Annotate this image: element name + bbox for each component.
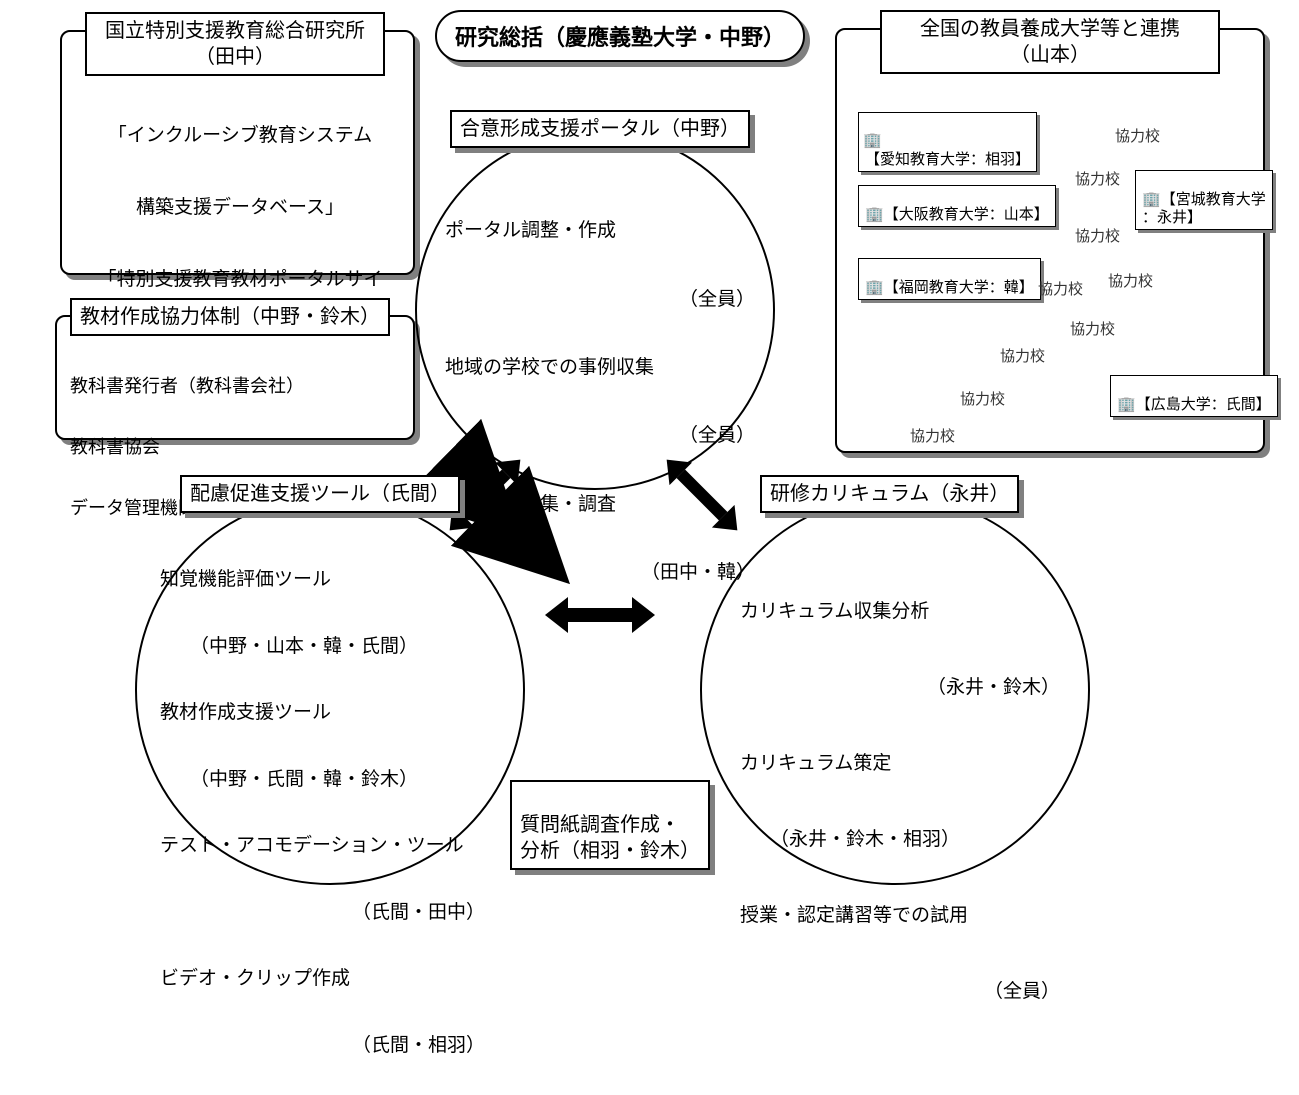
uni-tag-hiroshima: 🏢【広島大学：氏間】 <box>1110 375 1278 417</box>
school-label: 協力校 <box>1115 125 1160 146</box>
school-label: 協力校 <box>1038 278 1083 299</box>
curriculum-title: 研修カリキュラム（永井） <box>760 475 1019 513</box>
school-label: 協力校 <box>1075 168 1120 189</box>
nise-title: 国立特別支援教育総合研究所 （田中） <box>85 12 385 76</box>
school-label: 協力校 <box>960 388 1005 409</box>
school-label: 協力校 <box>1070 318 1115 339</box>
uni-tag-fukuoka: 🏢【福岡教育大学：韓】 <box>858 258 1041 300</box>
research-director-text: 研究総括（慶應義塾大学・中野） <box>455 25 785 50</box>
uni-tag-miyagi: 🏢【宮城教育大学 ：永井】 <box>1135 170 1273 230</box>
tools-body: 知覚機能評価ツール （中野・山本・韓・氏間） 教材作成支援ツール （中野・氏間・… <box>160 530 505 1095</box>
school-label: 協力校 <box>910 425 955 446</box>
materials-title: 教材作成協力体制（中野・鈴木） <box>70 298 390 336</box>
tools-title: 配慮促進支援ツール（氏間） <box>180 475 460 513</box>
uni-tag-osaka: 🏢【大阪教育大学：山本】 <box>858 185 1056 227</box>
uni-tag-aichi: 🏢 【愛知教育大学：相羽】 <box>858 112 1037 172</box>
collab-title: 全国の教員養成大学等と連携 （山本） <box>880 10 1220 74</box>
school-label: 協力校 <box>1000 345 1045 366</box>
portal-title: 合意形成支援ポータル（中野） <box>450 110 750 148</box>
school-label: 協力校 <box>1075 225 1120 246</box>
survey-box: 質問紙調査作成・ 分析（相羽・鈴木） <box>510 780 710 870</box>
curriculum-body: カリキュラム収集分析 （永井・鈴木） カリキュラム策定 （永井・鈴木・相羽） 授… <box>740 555 1060 1049</box>
research-director-pill: 研究総括（慶應義塾大学・中野） <box>435 10 805 62</box>
school-label: 協力校 <box>1108 270 1153 291</box>
